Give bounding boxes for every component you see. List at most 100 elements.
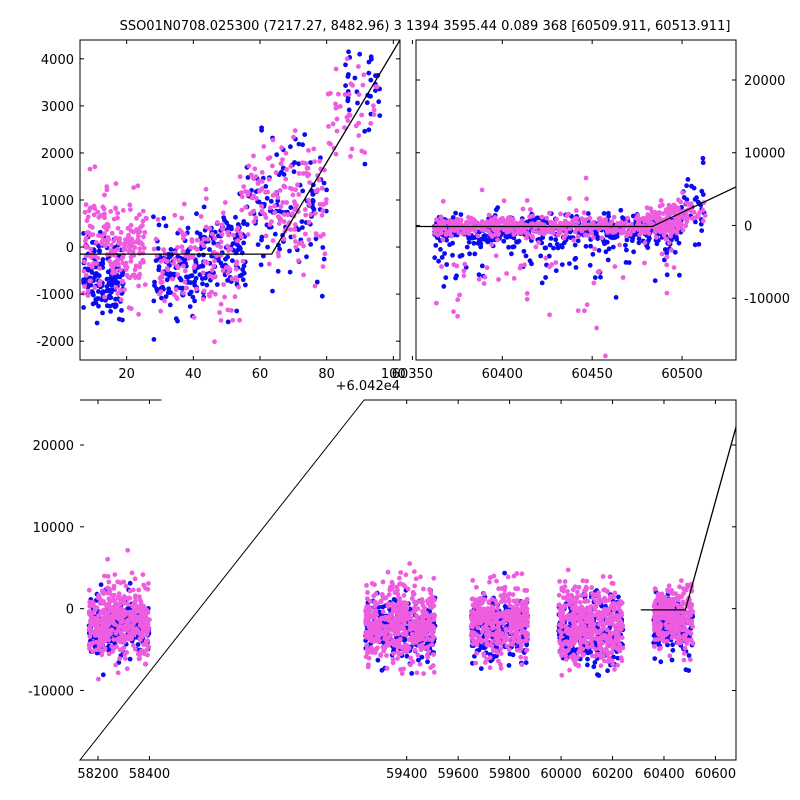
data-point-series-2 [207, 293, 213, 299]
data-point-series-2 [525, 623, 530, 629]
data-point-series-1 [279, 169, 284, 175]
data-point-series-2 [141, 234, 146, 240]
data-point-series-1 [605, 668, 610, 674]
data-point-series-1 [154, 287, 160, 292]
data-point-series-2 [209, 231, 215, 237]
data-point-series-2 [86, 208, 92, 214]
data-point-series-2 [392, 590, 398, 595]
data-point-series-2 [397, 581, 402, 587]
data-point-series-1 [343, 83, 348, 88]
data-point-series-2 [498, 646, 504, 652]
data-point-series-2 [141, 259, 146, 265]
data-point-series-1 [543, 245, 549, 251]
data-point-series-2 [251, 153, 256, 159]
data-point-series-1 [308, 160, 313, 166]
data-point-series-2 [495, 237, 500, 243]
data-point-series-2 [280, 200, 286, 205]
data-point-series-1 [277, 246, 282, 252]
data-point-series-2 [495, 606, 500, 611]
data-point-series-2 [87, 634, 93, 640]
data-point-series-1 [346, 49, 351, 55]
data-point-series-1 [343, 62, 348, 68]
data-point-series-2 [510, 634, 516, 640]
data-point-series-2 [481, 281, 487, 286]
data-point-series-1 [155, 246, 161, 251]
data-point-series-2 [103, 632, 109, 638]
data-point-series-2 [501, 595, 507, 601]
data-point-series-2 [480, 629, 485, 635]
data-point-series-2 [320, 208, 326, 214]
data-point-series-2 [115, 636, 121, 642]
data-point-series-2 [368, 121, 374, 126]
data-point-series-1 [230, 258, 235, 264]
data-point-series-1 [355, 100, 360, 106]
data-point-series-2 [173, 287, 179, 293]
data-point-series-2 [175, 265, 181, 270]
data-point-series-2 [607, 632, 613, 638]
data-point-series-2 [143, 215, 149, 221]
figure-title: SSO01N0708.025300 (7217.27, 8482.96) 3 1… [120, 19, 731, 34]
data-point-series-2 [218, 301, 224, 307]
data-point-series-2 [231, 232, 236, 238]
data-point-series-2 [599, 235, 605, 241]
data-point-series-2 [695, 213, 701, 218]
data-point-series-2 [97, 279, 103, 284]
data-point-series-1 [104, 284, 110, 289]
data-point-series-2 [108, 627, 114, 633]
data-point-series-2 [397, 575, 402, 581]
data-point-series-2 [174, 295, 179, 300]
data-point-series-2 [139, 631, 145, 636]
data-point-series-2 [115, 262, 121, 268]
data-point-series-2 [235, 238, 241, 243]
data-point-series-2 [89, 629, 95, 635]
data-point-series-2 [364, 646, 370, 652]
data-point-series-1 [502, 604, 508, 609]
data-point-series-2 [395, 627, 401, 633]
data-point-series-2 [506, 647, 512, 652]
data-point-series-2 [390, 660, 396, 666]
data-point-series-1 [207, 247, 212, 252]
data-point-series-1 [596, 673, 602, 678]
data-point-series-2 [232, 294, 238, 300]
data-point-series-2 [590, 653, 595, 659]
data-point-series-2 [567, 667, 572, 673]
data-point-series-2 [617, 242, 622, 248]
data-point-series-1 [296, 161, 302, 167]
data-point-series-2 [315, 187, 321, 193]
data-point-series-2 [563, 653, 568, 658]
data-point-series-2 [194, 237, 200, 243]
data-point-series-2 [127, 248, 133, 253]
data-point-series-1 [222, 217, 227, 223]
data-point-series-2 [371, 593, 377, 599]
data-point-series-1 [575, 238, 581, 244]
data-point-series-2 [369, 635, 374, 640]
data-point-series-2 [259, 208, 265, 214]
data-point-series-1 [450, 240, 455, 246]
data-point-series-2 [528, 207, 533, 212]
data-point-series-2 [279, 145, 284, 151]
data-point-series-2 [525, 231, 531, 237]
data-point-series-2 [110, 263, 116, 268]
data-point-series-2 [461, 268, 467, 274]
data-point-series-2 [659, 251, 665, 257]
data-point-series-2 [137, 251, 142, 256]
data-point-series-1 [670, 647, 676, 653]
data-point-series-2 [431, 625, 437, 631]
data-point-series-2 [179, 229, 185, 235]
data-point-series-1 [98, 582, 104, 588]
data-point-series-2 [321, 201, 326, 207]
data-point-series-2 [131, 185, 137, 191]
data-point-series-2 [489, 242, 495, 248]
data-point-series-1 [187, 304, 193, 309]
data-point-series-2 [113, 181, 119, 187]
data-point-series-1 [255, 242, 261, 248]
data-point-series-2 [202, 259, 208, 265]
data-point-series-2 [201, 236, 207, 242]
data-point-series-2 [635, 213, 641, 218]
data-point-series-2 [109, 230, 115, 236]
data-point-series-1 [319, 293, 325, 299]
data-point-series-1 [235, 222, 241, 227]
data-point-series-2 [225, 270, 231, 276]
data-point-series-1 [310, 204, 316, 210]
